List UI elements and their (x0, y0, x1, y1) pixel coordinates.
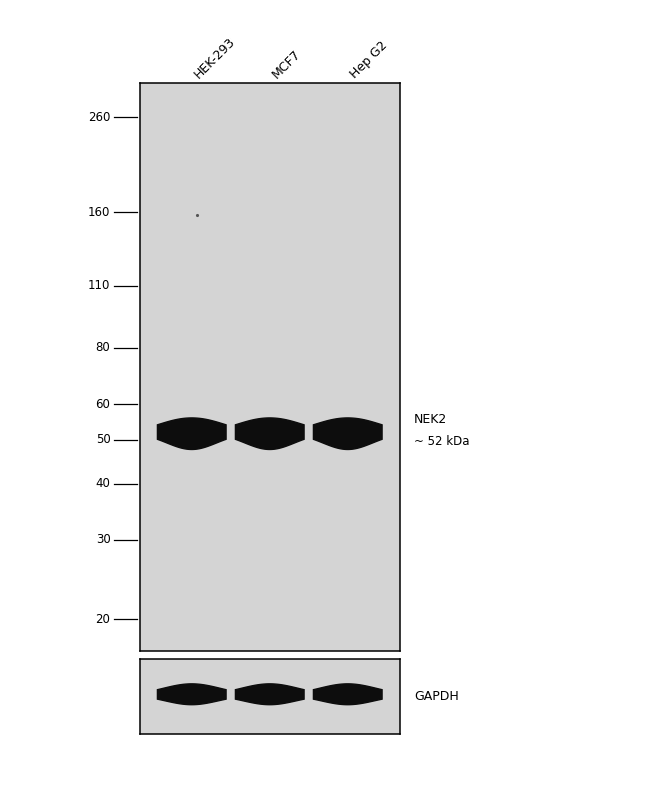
Polygon shape (157, 684, 226, 705)
Text: 80: 80 (96, 342, 111, 354)
Polygon shape (235, 418, 304, 450)
Text: 60: 60 (96, 398, 111, 410)
Text: 40: 40 (96, 477, 111, 490)
Text: MCF7: MCF7 (270, 47, 304, 81)
Polygon shape (235, 684, 304, 705)
Polygon shape (313, 418, 382, 450)
Text: 30: 30 (96, 533, 111, 546)
Text: HEK-293: HEK-293 (192, 36, 238, 81)
Text: 110: 110 (88, 279, 110, 292)
Text: Hep G2: Hep G2 (348, 39, 390, 81)
Text: NEK2: NEK2 (414, 413, 447, 426)
Text: 50: 50 (96, 433, 111, 447)
Text: 260: 260 (88, 110, 110, 124)
Text: ~ 52 kDa: ~ 52 kDa (414, 436, 469, 448)
Text: 160: 160 (88, 206, 110, 219)
Polygon shape (313, 684, 382, 705)
Text: 20: 20 (96, 612, 111, 626)
Polygon shape (157, 418, 226, 450)
Text: GAPDH: GAPDH (414, 690, 459, 703)
